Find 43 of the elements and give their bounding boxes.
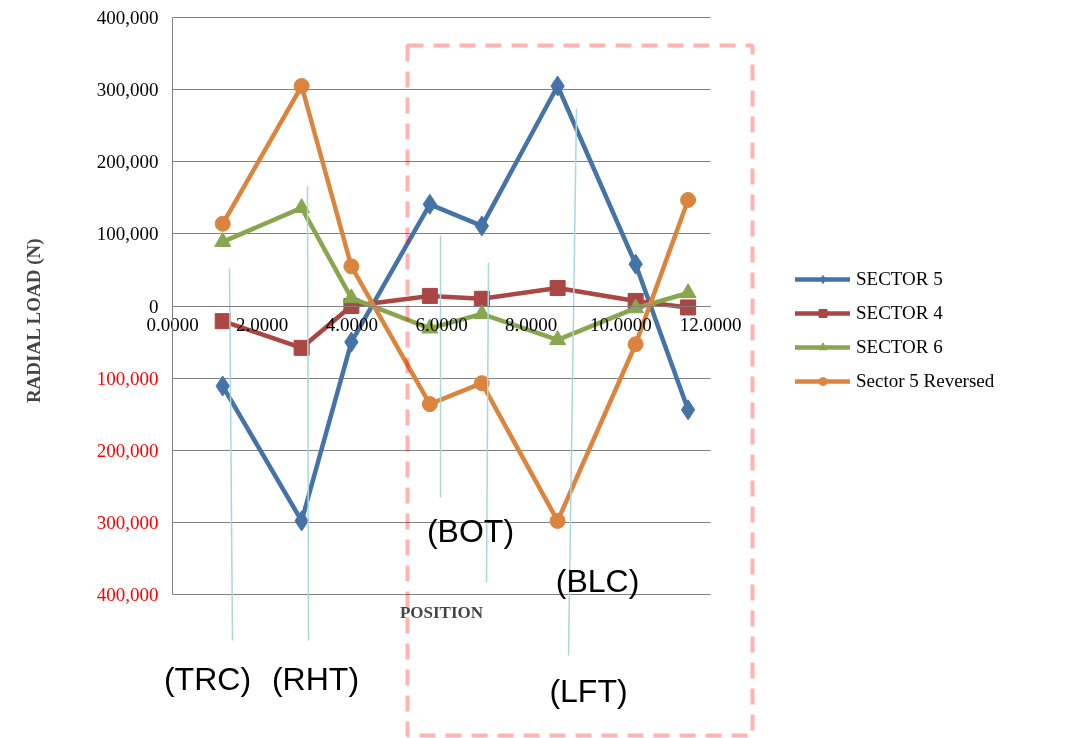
point bbox=[214, 215, 231, 232]
annotation: (BLC) bbox=[555, 562, 640, 599]
point bbox=[679, 283, 697, 299]
text: (TRC) bbox=[163, 660, 252, 697]
point bbox=[627, 336, 644, 353]
y-tick-label: 0 bbox=[149, 295, 159, 317]
x-axis-title: POSITION bbox=[399, 602, 484, 622]
legend-label: SECTOR 4 bbox=[856, 302, 943, 324]
y-tick-label: 200,000 bbox=[96, 151, 159, 173]
y-tick-label: 200,000 bbox=[96, 439, 159, 461]
point bbox=[627, 298, 645, 314]
y-tick-label: 100,000 bbox=[96, 223, 159, 245]
y-tick-label: 100,000 bbox=[96, 367, 159, 389]
point bbox=[549, 279, 566, 296]
y-tick-label: 300,000 bbox=[96, 511, 159, 533]
point bbox=[342, 288, 360, 304]
point bbox=[421, 396, 438, 413]
y-tick-label: 400,000 bbox=[96, 584, 159, 605]
point bbox=[680, 191, 697, 208]
point bbox=[343, 258, 360, 275]
point bbox=[680, 299, 697, 316]
y-tick-label: 400,000 bbox=[96, 7, 159, 28]
text: (RHT) bbox=[271, 660, 360, 697]
point bbox=[549, 330, 567, 346]
text: (LFT) bbox=[549, 672, 628, 709]
point bbox=[293, 78, 310, 94]
y-axis-title: RADIAL LOAD (N) bbox=[22, 238, 45, 404]
legend-label: SECTOR 5 bbox=[856, 268, 943, 290]
point bbox=[473, 304, 491, 320]
point bbox=[473, 375, 490, 392]
point bbox=[214, 232, 232, 247]
x-tick-label: 12.0000 bbox=[679, 314, 742, 335]
point bbox=[422, 193, 438, 215]
point bbox=[549, 512, 566, 529]
point bbox=[421, 287, 438, 304]
legend-label: Sector 5 Reversed bbox=[856, 370, 995, 392]
point bbox=[293, 198, 311, 214]
annotation: (BOT) bbox=[426, 512, 515, 549]
point bbox=[680, 399, 696, 421]
point bbox=[474, 215, 490, 237]
x-tick-label: 2.0000 bbox=[236, 314, 289, 335]
legend-label: SECTOR 6 bbox=[856, 336, 943, 358]
y-tick-label: 300,000 bbox=[96, 79, 159, 101]
